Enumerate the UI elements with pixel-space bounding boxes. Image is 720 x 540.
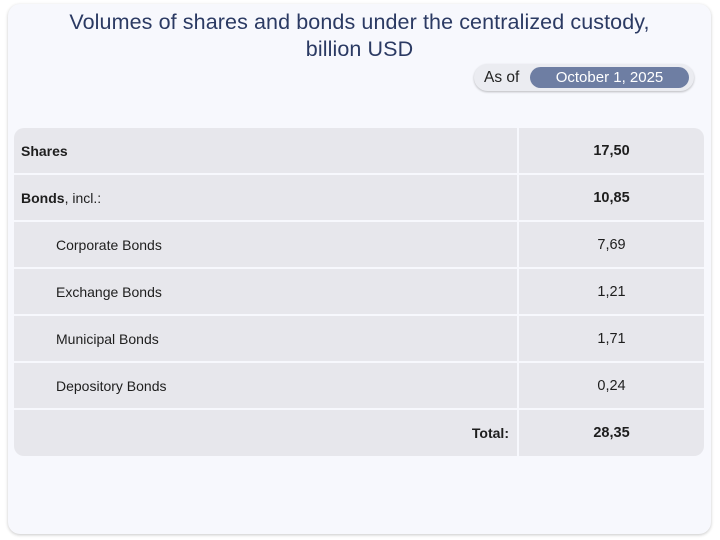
row-value: 1,21 bbox=[519, 269, 704, 314]
row-label: Bonds, incl.: bbox=[14, 175, 517, 220]
table-row-municipal-bonds: Municipal Bonds 1,71 bbox=[14, 316, 704, 361]
date-filter[interactable]: As of October 1, 2025 bbox=[474, 64, 694, 91]
row-label-suffix: , incl.: bbox=[64, 189, 102, 206]
row-label-text: Shares bbox=[21, 142, 68, 159]
row-label: Municipal Bonds bbox=[14, 316, 517, 361]
row-label-text: Bonds bbox=[21, 189, 65, 206]
title-line-2: billion USD bbox=[305, 37, 414, 61]
table-row-total: Total: 28,35 bbox=[14, 410, 704, 456]
page-title: Volumes of shares and bonds under the ce… bbox=[8, 9, 711, 63]
row-value: 10,85 bbox=[519, 175, 704, 220]
row-value: 17,50 bbox=[519, 128, 704, 173]
total-value: 28,35 bbox=[519, 410, 704, 456]
row-label: Depository Bonds bbox=[14, 363, 517, 408]
total-label: Total: bbox=[14, 410, 517, 456]
row-value: 7,69 bbox=[519, 222, 704, 267]
custody-table: Shares 17,50 Bonds, incl.: 10,85 Corpora… bbox=[14, 128, 704, 456]
table-row-depository-bonds: Depository Bonds 0,24 bbox=[14, 363, 704, 408]
row-label: Corporate Bonds bbox=[14, 222, 517, 267]
table-row-shares: Shares 17,50 bbox=[14, 128, 704, 173]
row-label: Shares bbox=[14, 128, 517, 173]
row-value: 0,24 bbox=[519, 363, 704, 408]
custody-card: Volumes of shares and bonds under the ce… bbox=[8, 4, 711, 534]
row-value: 1,71 bbox=[519, 316, 704, 361]
date-filter-label: As of bbox=[484, 69, 520, 86]
title-line-1: Volumes of shares and bonds under the ce… bbox=[69, 10, 650, 34]
date-selector[interactable]: October 1, 2025 bbox=[530, 67, 689, 88]
table-row-exchange-bonds: Exchange Bonds 1,21 bbox=[14, 269, 704, 314]
row-label: Exchange Bonds bbox=[14, 269, 517, 314]
table-row-bonds: Bonds, incl.: 10,85 bbox=[14, 175, 704, 220]
table-row-corporate-bonds: Corporate Bonds 7,69 bbox=[14, 222, 704, 267]
